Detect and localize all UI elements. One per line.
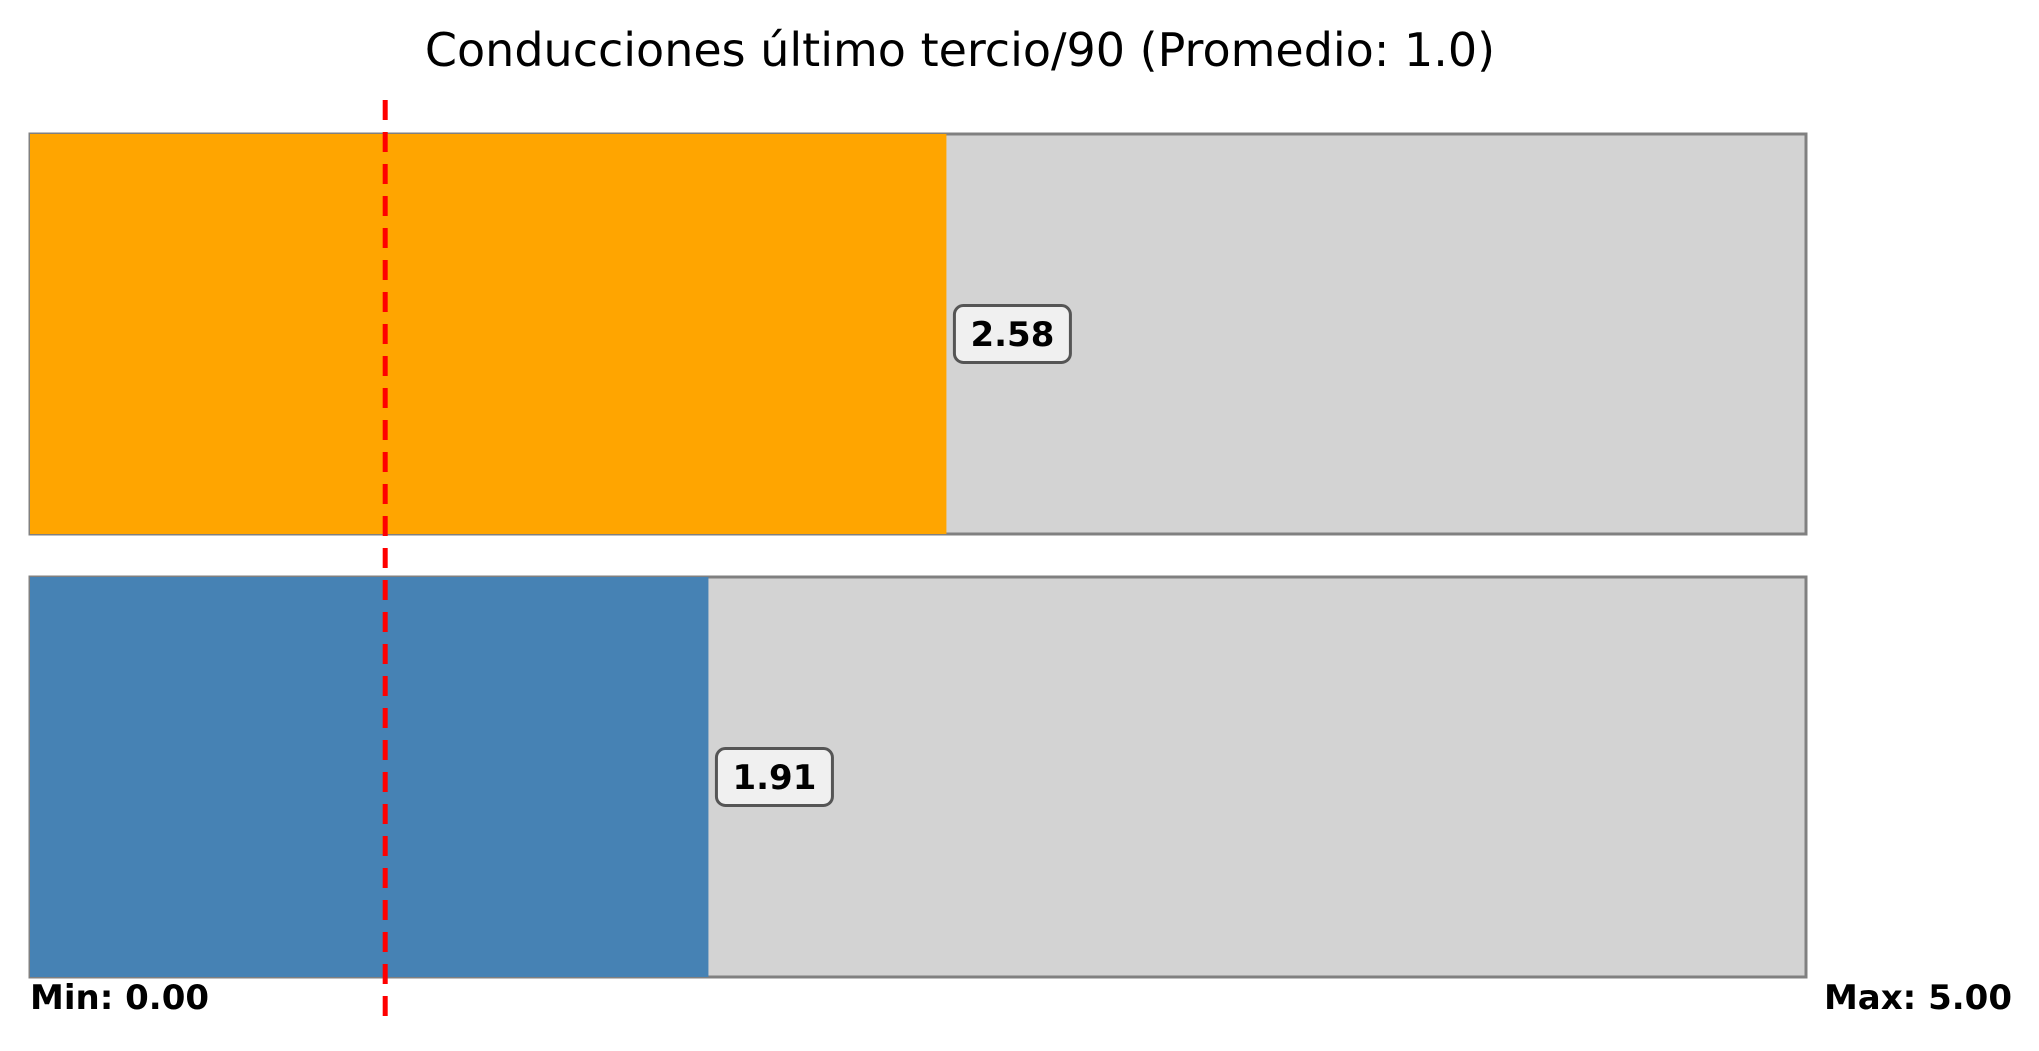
value-label-2: 1.91 bbox=[732, 758, 816, 798]
value-label-box-2 bbox=[714, 747, 834, 807]
value-label-1: 2.58 bbox=[970, 315, 1054, 355]
value-label-box-1 bbox=[952, 304, 1072, 364]
chart-title: Conducciones último tercio/90 (Promedio:… bbox=[425, 23, 1495, 77]
min-label: Min: 0.00 bbox=[30, 978, 209, 1018]
value-labels-layer: 2.58 1.91 bbox=[714, 304, 1072, 807]
max-label: Max: 5.00 bbox=[1824, 978, 2012, 1018]
bar-fill-1 bbox=[30, 134, 947, 534]
bars-layer bbox=[28, 132, 1808, 979]
bar-fill-2 bbox=[30, 577, 709, 977]
